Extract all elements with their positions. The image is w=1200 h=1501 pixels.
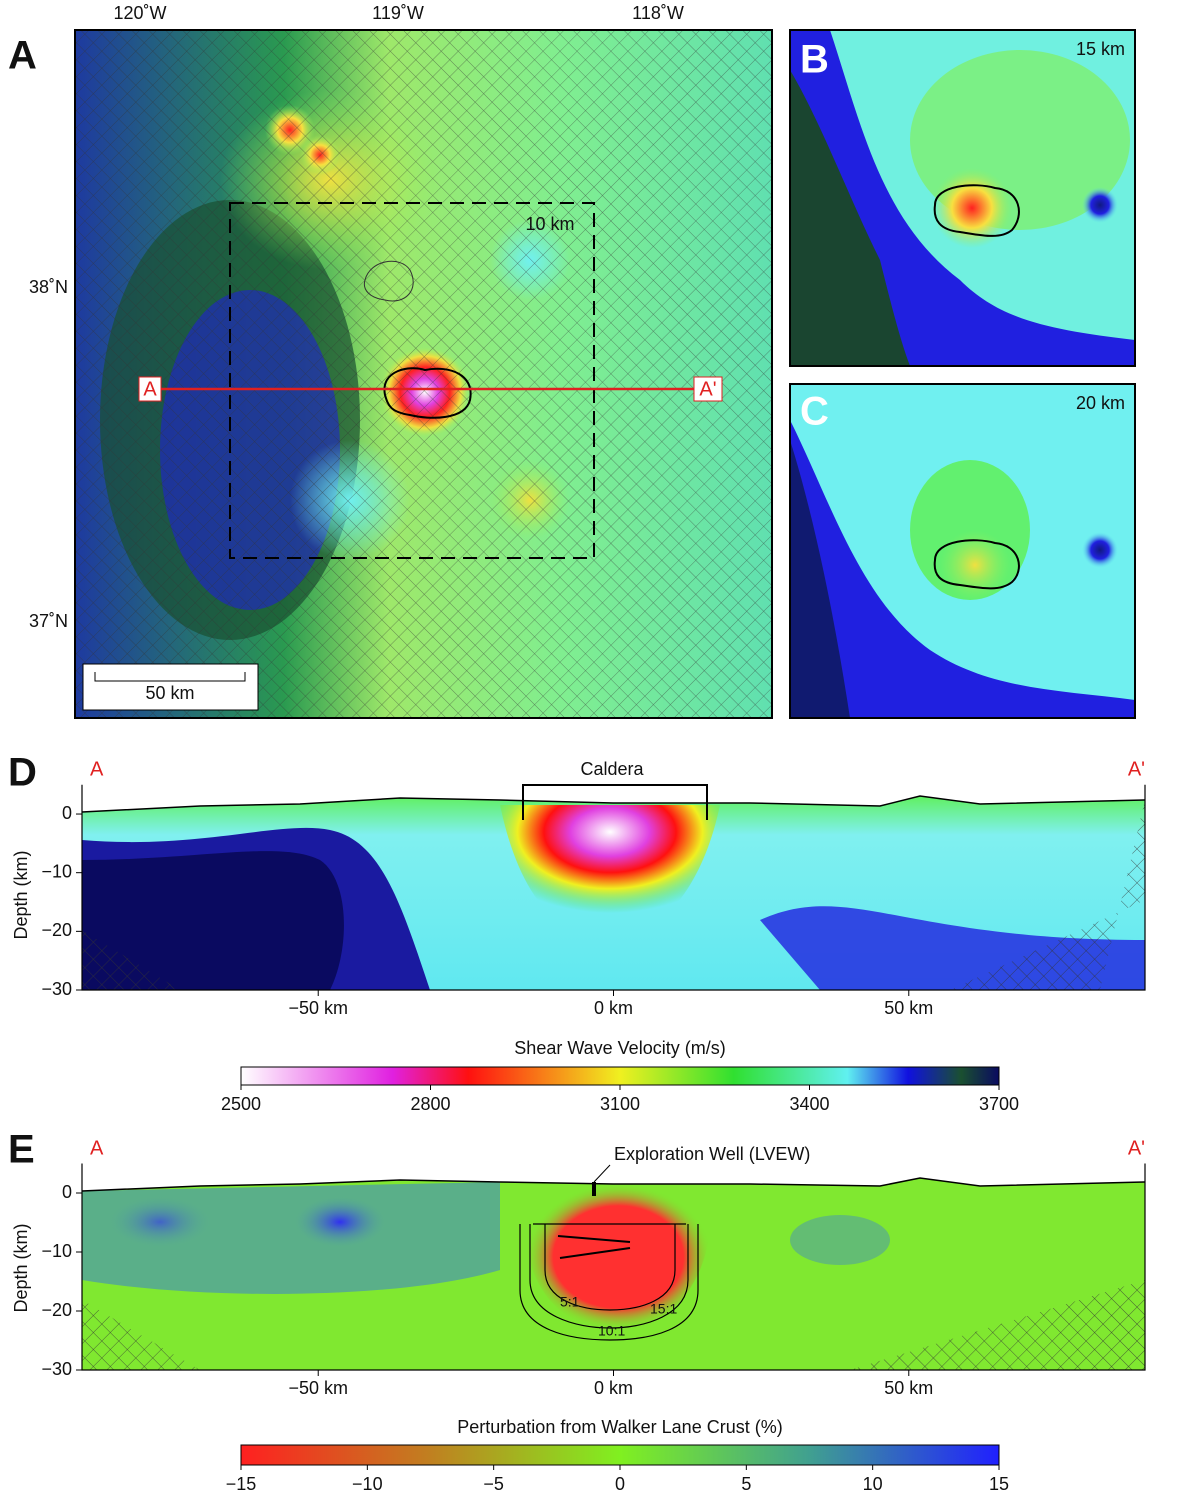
- lon-label: 119˚W: [372, 3, 424, 23]
- x-tick-label: 50 km: [884, 998, 933, 1018]
- section-e: [82, 1178, 1145, 1370]
- map-frame: [789, 29, 1136, 367]
- lat-label: 38˚N: [29, 277, 68, 297]
- colorbar-tick-label: 0: [615, 1474, 625, 1494]
- y-tick-label: −30: [41, 979, 72, 999]
- lon-label: 118˚W: [632, 3, 684, 23]
- map-frame: [789, 383, 1136, 719]
- x-tick-label: 50 km: [884, 1378, 933, 1398]
- colorbar-title: Perturbation from Walker Lane Crust (%): [457, 1417, 782, 1437]
- profile-end: A': [699, 378, 716, 400]
- caldera-outline: [383, 367, 472, 419]
- x-tick-label: 0 km: [594, 1378, 633, 1398]
- contour-label: 15:1: [650, 1301, 677, 1317]
- lat-label: 37˚N: [29, 611, 68, 631]
- panel-label: D: [8, 751, 37, 795]
- y-tick-label: −10: [41, 1241, 72, 1261]
- inset-box: [229, 202, 595, 559]
- profile-end: A': [1128, 1137, 1145, 1159]
- y-tick-label: −10: [41, 861, 72, 881]
- colorbar-tick-label: 3700: [979, 1094, 1019, 1114]
- profile-marker: [693, 376, 723, 402]
- colorbar-title: Shear Wave Velocity (m/s): [514, 1038, 725, 1058]
- scale-bar-label: 50 km: [145, 683, 194, 703]
- contours: [519, 1223, 699, 1341]
- map-b: [790, 30, 1135, 366]
- caldera-outline: [933, 184, 1020, 237]
- y-axis-label: Depth (km): [11, 1223, 31, 1312]
- y-tick-label: 0: [62, 803, 72, 823]
- colorbar-tick-label: 10: [863, 1474, 883, 1494]
- colorbar-tick-label: 3100: [600, 1094, 640, 1114]
- colorbar-tick-label: 2500: [221, 1094, 261, 1114]
- panel-label: B: [800, 38, 829, 82]
- colorbar: [240, 1066, 1000, 1086]
- section-d: [82, 796, 1145, 990]
- y-tick-label: 0: [62, 1182, 72, 1202]
- y-tick-label: −20: [41, 920, 72, 940]
- y-tick-label: −20: [41, 1300, 72, 1320]
- colorbar-tick-label: −5: [483, 1474, 504, 1494]
- colorbar-tick-label: 2800: [410, 1094, 450, 1114]
- box-label: 10 km: [525, 214, 574, 234]
- panel-label: E: [8, 1128, 35, 1172]
- y-axis-label: Depth (km): [11, 850, 31, 939]
- x-tick-label: −50 km: [288, 998, 348, 1018]
- colorbar-tick-label: 5: [741, 1474, 751, 1494]
- depth-label: 20 km: [1076, 393, 1125, 413]
- y-tick-label: −30: [41, 1359, 72, 1379]
- topography: [81, 1177, 1146, 1192]
- map-c: [790, 384, 1135, 718]
- outline: [363, 260, 414, 302]
- scale-bar-box: [82, 663, 259, 711]
- colorbar-tick-label: 3400: [789, 1094, 829, 1114]
- annotation: Exploration Well (LVEW): [614, 1144, 810, 1164]
- x-tick-label: −50 km: [288, 1378, 348, 1398]
- x-tick-label: 0 km: [594, 998, 633, 1018]
- caldera-outline: [933, 539, 1020, 590]
- colorbar-tick-label: 15: [989, 1474, 1009, 1494]
- depth-label: 15 km: [1076, 39, 1125, 59]
- annotation: Caldera: [580, 759, 644, 779]
- map-a: [75, 30, 772, 718]
- profile-start: A: [90, 758, 104, 780]
- contour-label: 10:1: [598, 1323, 625, 1339]
- scale-bar: [94, 672, 246, 682]
- colorbar: [240, 1444, 1000, 1466]
- profile-marker: [138, 376, 162, 402]
- colorbar-tick-label: −10: [352, 1474, 383, 1494]
- leader: [593, 1164, 611, 1183]
- caldera-bracket: [522, 784, 708, 820]
- topography: [81, 795, 1146, 813]
- colorbar-tick-label: −15: [226, 1474, 257, 1494]
- contour-label: 5:1: [560, 1294, 580, 1310]
- profile-end: A': [1128, 758, 1145, 780]
- panel-label: A: [8, 34, 37, 78]
- panel-label: C: [800, 390, 829, 434]
- lon-label: 120˚W: [113, 3, 166, 23]
- profile-start: A: [143, 378, 157, 400]
- map-frame: [74, 29, 773, 719]
- profile-start: A: [90, 1137, 104, 1159]
